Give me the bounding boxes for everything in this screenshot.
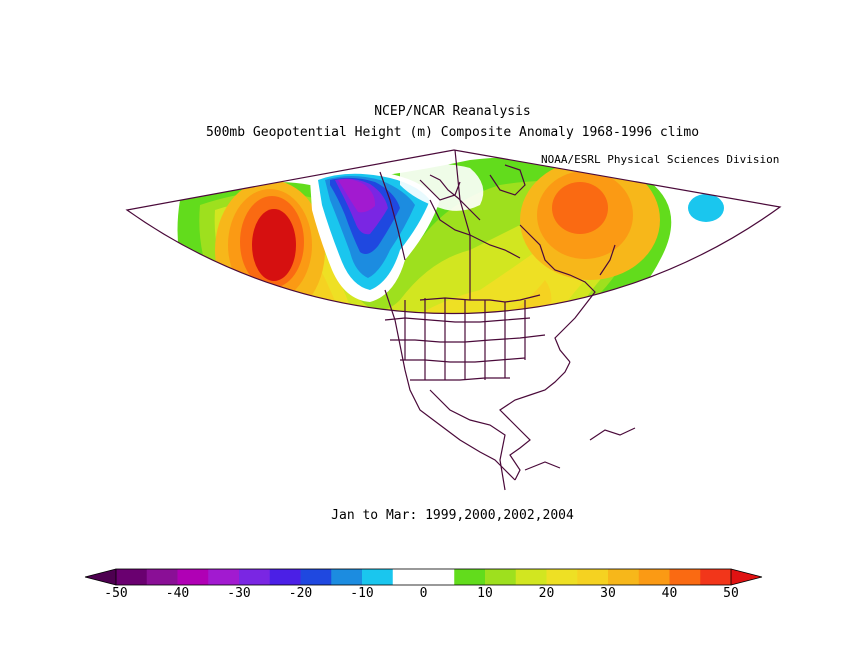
colorbar-swatch — [423, 569, 455, 585]
colorbar-swatch — [669, 569, 701, 585]
colorbar-swatch — [515, 569, 547, 585]
colorbar-tick-label: -10 — [350, 586, 374, 601]
colorbar-swatch — [146, 569, 178, 585]
title-line-2: 500mb Geopotential Height (m) Composite … — [205, 125, 700, 140]
colorbar-swatch — [608, 569, 640, 585]
colorbar-swatch — [177, 569, 209, 585]
colorbar-swatch — [239, 569, 271, 585]
colorbar-swatch — [208, 569, 240, 585]
colorbar-tick-label: 20 — [538, 586, 555, 601]
colorbar-swatch — [269, 569, 301, 585]
colorbar-tick-label: -50 — [104, 586, 128, 601]
period-label: Jan to Mar: 1999,2000,2002,2004 — [331, 508, 574, 523]
colorbar-swatch — [392, 569, 424, 585]
title-line-1: NCEP/NCAR Reanalysis — [374, 104, 531, 119]
credit-text: NOAA/ESRL Physical Sciences Division — [541, 153, 780, 166]
colorbar-tick-label: 30 — [600, 586, 616, 601]
coastlines — [379, 149, 636, 491]
colorbar-left-arrow — [85, 569, 116, 585]
colorbar-tick-label: -20 — [288, 586, 313, 601]
colorbar-swatch — [700, 569, 732, 585]
colorbar-swatch — [116, 569, 148, 585]
colorbar-swatch — [546, 569, 578, 585]
colorbar-tick-label: 40 — [661, 586, 678, 601]
colorbar-swatch — [300, 569, 332, 585]
colorbar-tick-label: -30 — [227, 586, 251, 601]
colorbar-tick-label: 50 — [723, 586, 739, 601]
colorbar-right-arrow — [731, 569, 762, 585]
colorbar-tick-label: -40 — [165, 586, 190, 601]
colorbar-swatch — [485, 569, 517, 585]
colorbar-swatch — [331, 569, 363, 585]
colorbar-swatch — [454, 569, 486, 585]
colorbar-swatch — [577, 569, 609, 585]
colorbar-tick-label: 10 — [477, 586, 493, 601]
colorbar-swatch — [362, 569, 394, 585]
map-border — [125, 149, 782, 315]
colorbar-swatch — [638, 569, 670, 585]
colorbar-tick-label: 0 — [419, 586, 428, 601]
